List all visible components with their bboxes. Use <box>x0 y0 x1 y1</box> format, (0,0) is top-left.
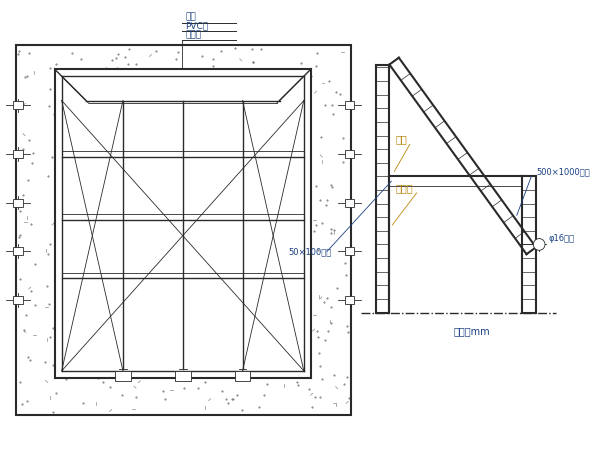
Text: 单位：mm: 单位：mm <box>454 326 490 336</box>
Bar <box>13 248 23 255</box>
Text: 混凝土: 混凝土 <box>185 30 202 39</box>
Text: φ16螺栌: φ16螺栌 <box>549 234 575 243</box>
Bar <box>16 45 352 414</box>
Bar <box>13 296 23 304</box>
Bar <box>13 150 23 158</box>
Circle shape <box>533 238 545 250</box>
Bar <box>344 296 355 304</box>
Bar <box>13 102 23 109</box>
Bar <box>344 248 355 255</box>
Text: 500×1000木模: 500×1000木模 <box>536 167 590 176</box>
Bar <box>55 69 311 378</box>
Bar <box>344 199 355 207</box>
Bar <box>13 199 23 207</box>
Text: PVC层: PVC层 <box>185 22 208 31</box>
Text: 穿孔板: 穿孔板 <box>395 183 413 193</box>
Bar <box>16 45 352 414</box>
Bar <box>344 150 355 158</box>
Bar <box>175 371 191 381</box>
Text: 木模: 木模 <box>185 13 196 22</box>
Bar <box>235 371 250 381</box>
Text: 边管: 边管 <box>395 135 407 144</box>
Bar <box>344 102 355 109</box>
Bar <box>115 371 131 381</box>
Text: 50×100方木: 50×100方木 <box>288 247 332 256</box>
